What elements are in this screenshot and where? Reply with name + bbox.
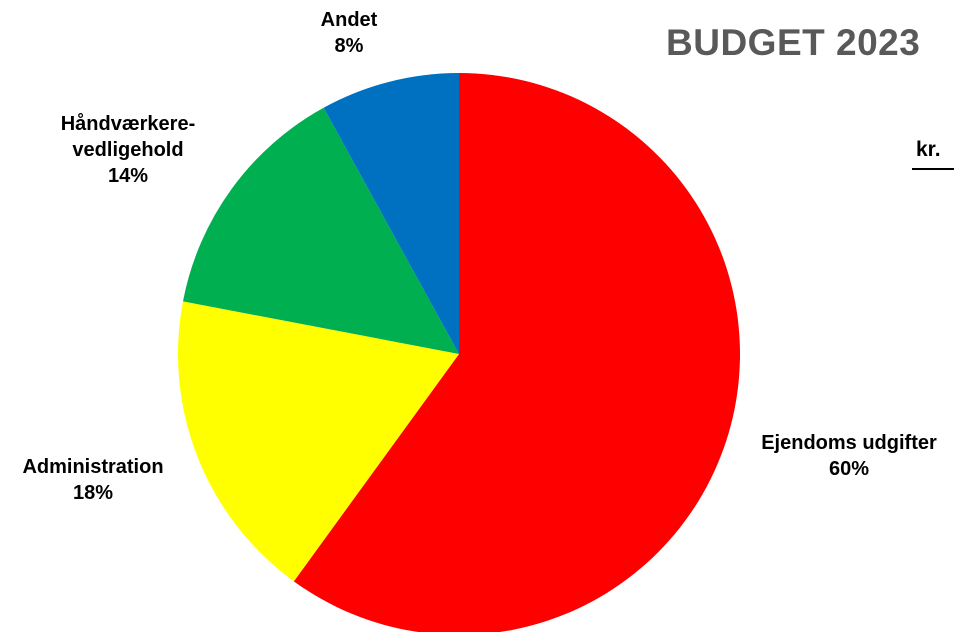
pie-slice-ejendoms-udgifter	[293, 73, 740, 632]
chart-title: BUDGET 2023	[666, 22, 921, 63]
slice-percent-haandvaerkere-vedligehold: 14%	[107, 165, 149, 187]
slice-percent-andet: 8%	[334, 35, 364, 57]
slice-label-andet: Andet 8%	[321, 7, 378, 59]
slice-label-administration: Administration 18%	[22, 454, 163, 506]
slice-label-haandvaerkere-vedligehold: Håndværkere- vedligehold 14%	[61, 111, 196, 189]
slice-name-administration: Administration	[22, 456, 164, 478]
slice-percent-ejendoms-udgifter: 60%	[828, 458, 870, 480]
slice-name-haandvaerkere-line2: vedligehold	[72, 139, 184, 161]
pie-slice-haandvaerkere-vedligehold	[182, 107, 460, 354]
unit-underline	[912, 168, 954, 170]
slice-label-ejendoms-udgifter: Ejendoms udgifter 60%	[761, 430, 937, 482]
pie-slice-andet	[323, 73, 459, 354]
slice-percent-administration: 18%	[72, 482, 114, 504]
slice-name-haandvaerkere-line1: Håndværkere-	[60, 113, 196, 135]
unit-label: kr.	[916, 138, 941, 161]
slice-name-andet: Andet	[320, 9, 378, 31]
slice-name-ejendoms-udgifter: Ejendoms udgifter	[761, 432, 937, 454]
pie-slice-administration	[178, 301, 459, 582]
